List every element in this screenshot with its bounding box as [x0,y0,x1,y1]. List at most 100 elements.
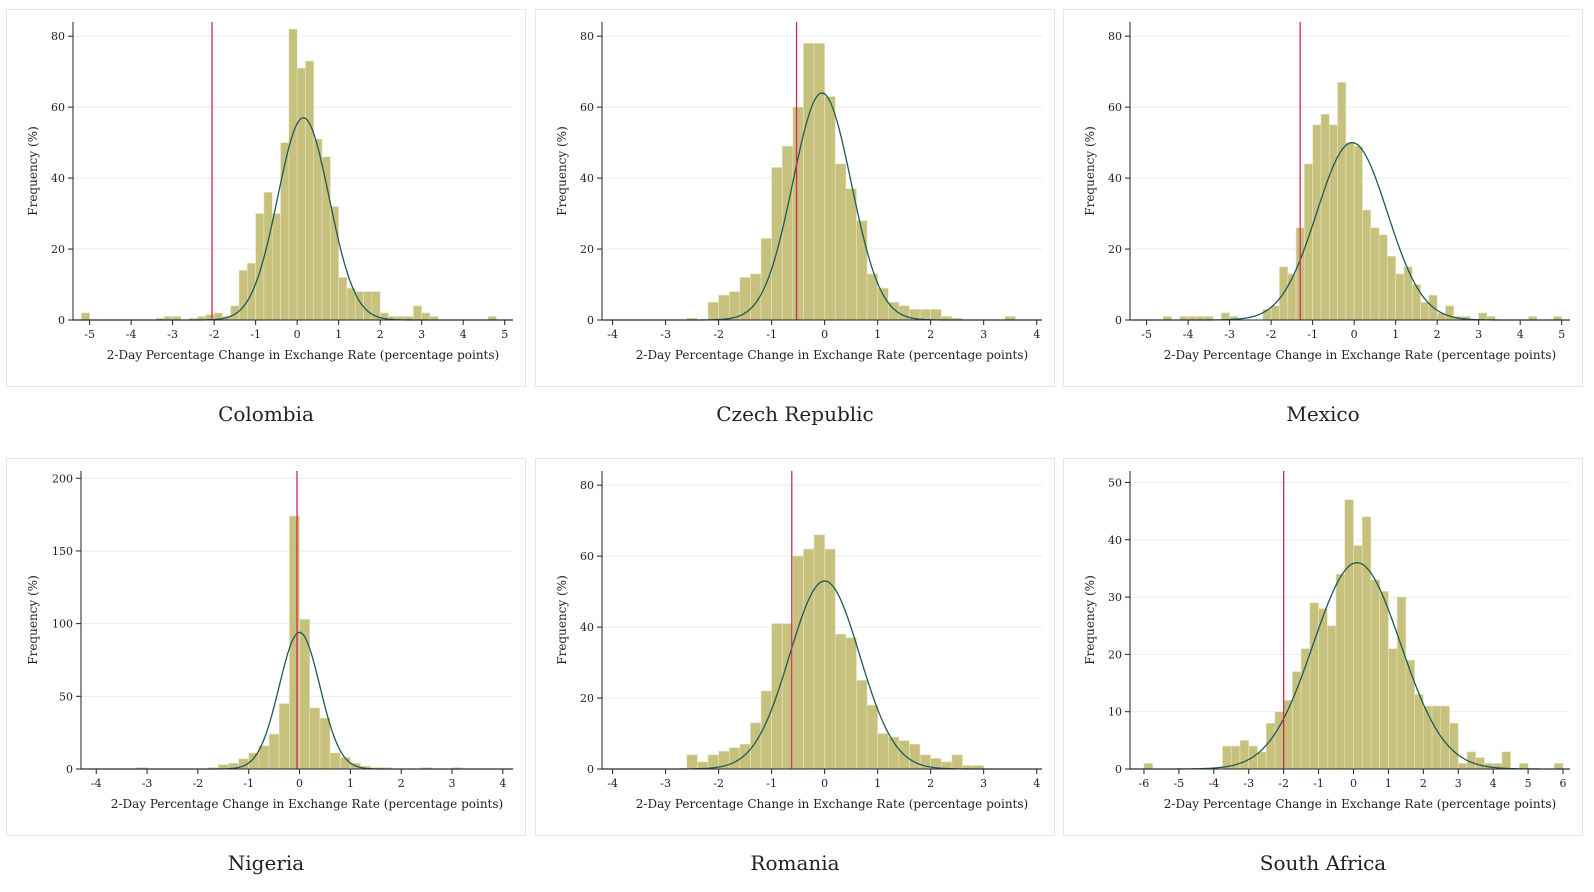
y-tick-label: 30 [1108,591,1122,604]
histogram-bar [421,312,431,321]
y-tick-label: 60 [1108,101,1122,114]
histogram-bar [834,163,847,321]
x-tick-label: -2 [713,328,724,341]
y-tick-label: 80 [580,30,594,43]
x-tick-label: -1 [1307,328,1318,341]
histogram-bar [1353,545,1363,770]
x-tick-label: 0 [821,777,828,790]
histogram-bar [1320,113,1330,321]
histogram-svg: -5 -4 -3 -2 -1 0 1 2 3 4 5 0 20 40 60 80 2-Day Percentag… [26,22,513,362]
y-tick-label: 20 [580,692,594,705]
histogram-bar [845,637,857,770]
x-tick-label: -3 [660,328,671,341]
histogram-bar [1378,234,1388,321]
histogram-bar [877,287,889,321]
histogram-bar [1257,751,1267,770]
histogram-bar [1221,312,1230,321]
y-axis-title: Frequency (%) [1083,575,1097,664]
y-tick-label: 40 [51,172,65,185]
histogram-bar [1309,602,1319,770]
y-tick-label: 20 [1108,243,1122,256]
x-tick-label: 6 [1560,777,1567,790]
x-tick-label: 5 [1525,777,1532,790]
x-tick-label: -1 [766,777,777,790]
x-tick-label: -4 [126,328,137,341]
x-tick-label: 3 [1455,777,1462,790]
panel-caption: Nigeria [227,851,305,875]
x-axis-title: 2-Day Percentage Change in Exchange Rate… [107,348,499,362]
x-tick-label: 3 [449,777,456,790]
x-axis-title: 2-Day Percentage Change in Exchange Rate… [636,348,1028,362]
histogram-bar [1265,722,1276,770]
histogram-bar [1405,659,1415,770]
y-tick-label: 60 [580,101,594,114]
histogram-bar [930,309,942,321]
histogram-bar [1457,762,1468,770]
y-axis-title: Frequency (%) [555,575,569,664]
histogram-panel: -4 -3 -2 -1 0 1 2 3 4 0 20 40 60 80 2-Day Percentage C… [535,9,1055,387]
y-tick-label: 80 [1108,30,1122,43]
histogram-bar [824,96,836,321]
histogram-bar [813,42,825,321]
x-tick-label: 4 [1517,328,1524,341]
x-tick-label: -1 [1313,777,1324,790]
x-tick-label: 2 [927,328,934,341]
y-tick-label: 200 [52,472,73,485]
histogram-bar [1423,705,1433,770]
y-tick-label: 20 [51,243,65,256]
histogram-bar [856,680,868,770]
x-tick-label: -4 [1208,777,1219,790]
histogram-bar [363,291,373,321]
y-tick-label: 0 [1115,314,1122,327]
y-tick-label: 40 [1108,534,1122,547]
x-tick-label: 0 [296,777,303,790]
x-tick-label: 1 [874,777,881,790]
histogram-bar [771,167,783,321]
histogram-bar [1379,591,1389,770]
histogram-bar [1449,722,1459,770]
x-tick-label: 2 [398,777,405,790]
histogram-bar [1344,499,1354,770]
histogram-bar [309,707,321,770]
x-tick-label: 1 [1392,328,1399,341]
histogram-bar [866,704,878,770]
y-tick-label: 100 [52,618,73,631]
x-tick-label: 5 [501,328,508,341]
x-axis-title: 2-Day Percentage Change in Exchange Rate… [111,797,503,811]
histogram-bar [845,188,857,321]
histogram-bar [686,754,698,770]
histogram-bar [1396,596,1407,770]
x-tick-label: 0 [821,328,828,341]
histogram-bar [877,733,889,770]
x-tick-label: -3 [142,777,153,790]
x-tick-label: -1 [766,328,777,341]
histogram-bar [1304,163,1313,321]
x-axis-title: 2-Day Percentage Change in Exchange Rate… [1164,797,1556,811]
histogram-bar [1420,301,1430,321]
x-tick-label: 4 [460,328,467,341]
histogram-bar [1345,142,1355,321]
histogram-svg: -6 -5 -4 -3 -2 -1 0 1 2 3 4 5 6 0 10 20 30 40 50 2-Day Perc… [1083,471,1570,811]
x-tick-label: 0 [1351,328,1358,341]
y-tick-label: 0 [58,314,65,327]
histogram-bar [803,42,815,321]
histogram-bar [718,294,730,321]
histogram-bar [919,309,931,321]
x-tick-label: 1 [335,328,342,341]
histogram-bar [792,555,804,770]
x-tick-label: -3 [1243,777,1254,790]
histogram-panel: -5 -4 -3 -2 -1 0 1 2 3 4 5 0 20 40 60 80 2-Day Percentag… [1063,9,1583,387]
histogram-bar [319,717,331,770]
y-tick-label: 20 [580,243,594,256]
histogram-bar [1414,694,1424,770]
x-tick-label: 4 [1490,777,1497,790]
histogram-bar [313,138,323,321]
x-tick-label: -1 [250,328,261,341]
histogram-bar [1388,648,1398,770]
histogram-bar [813,534,825,770]
histogram-bar [728,747,741,770]
histogram-bar [338,277,348,321]
histogram-bar [824,548,836,770]
y-tick-label: 80 [580,479,594,492]
histogram-bar [750,722,762,770]
